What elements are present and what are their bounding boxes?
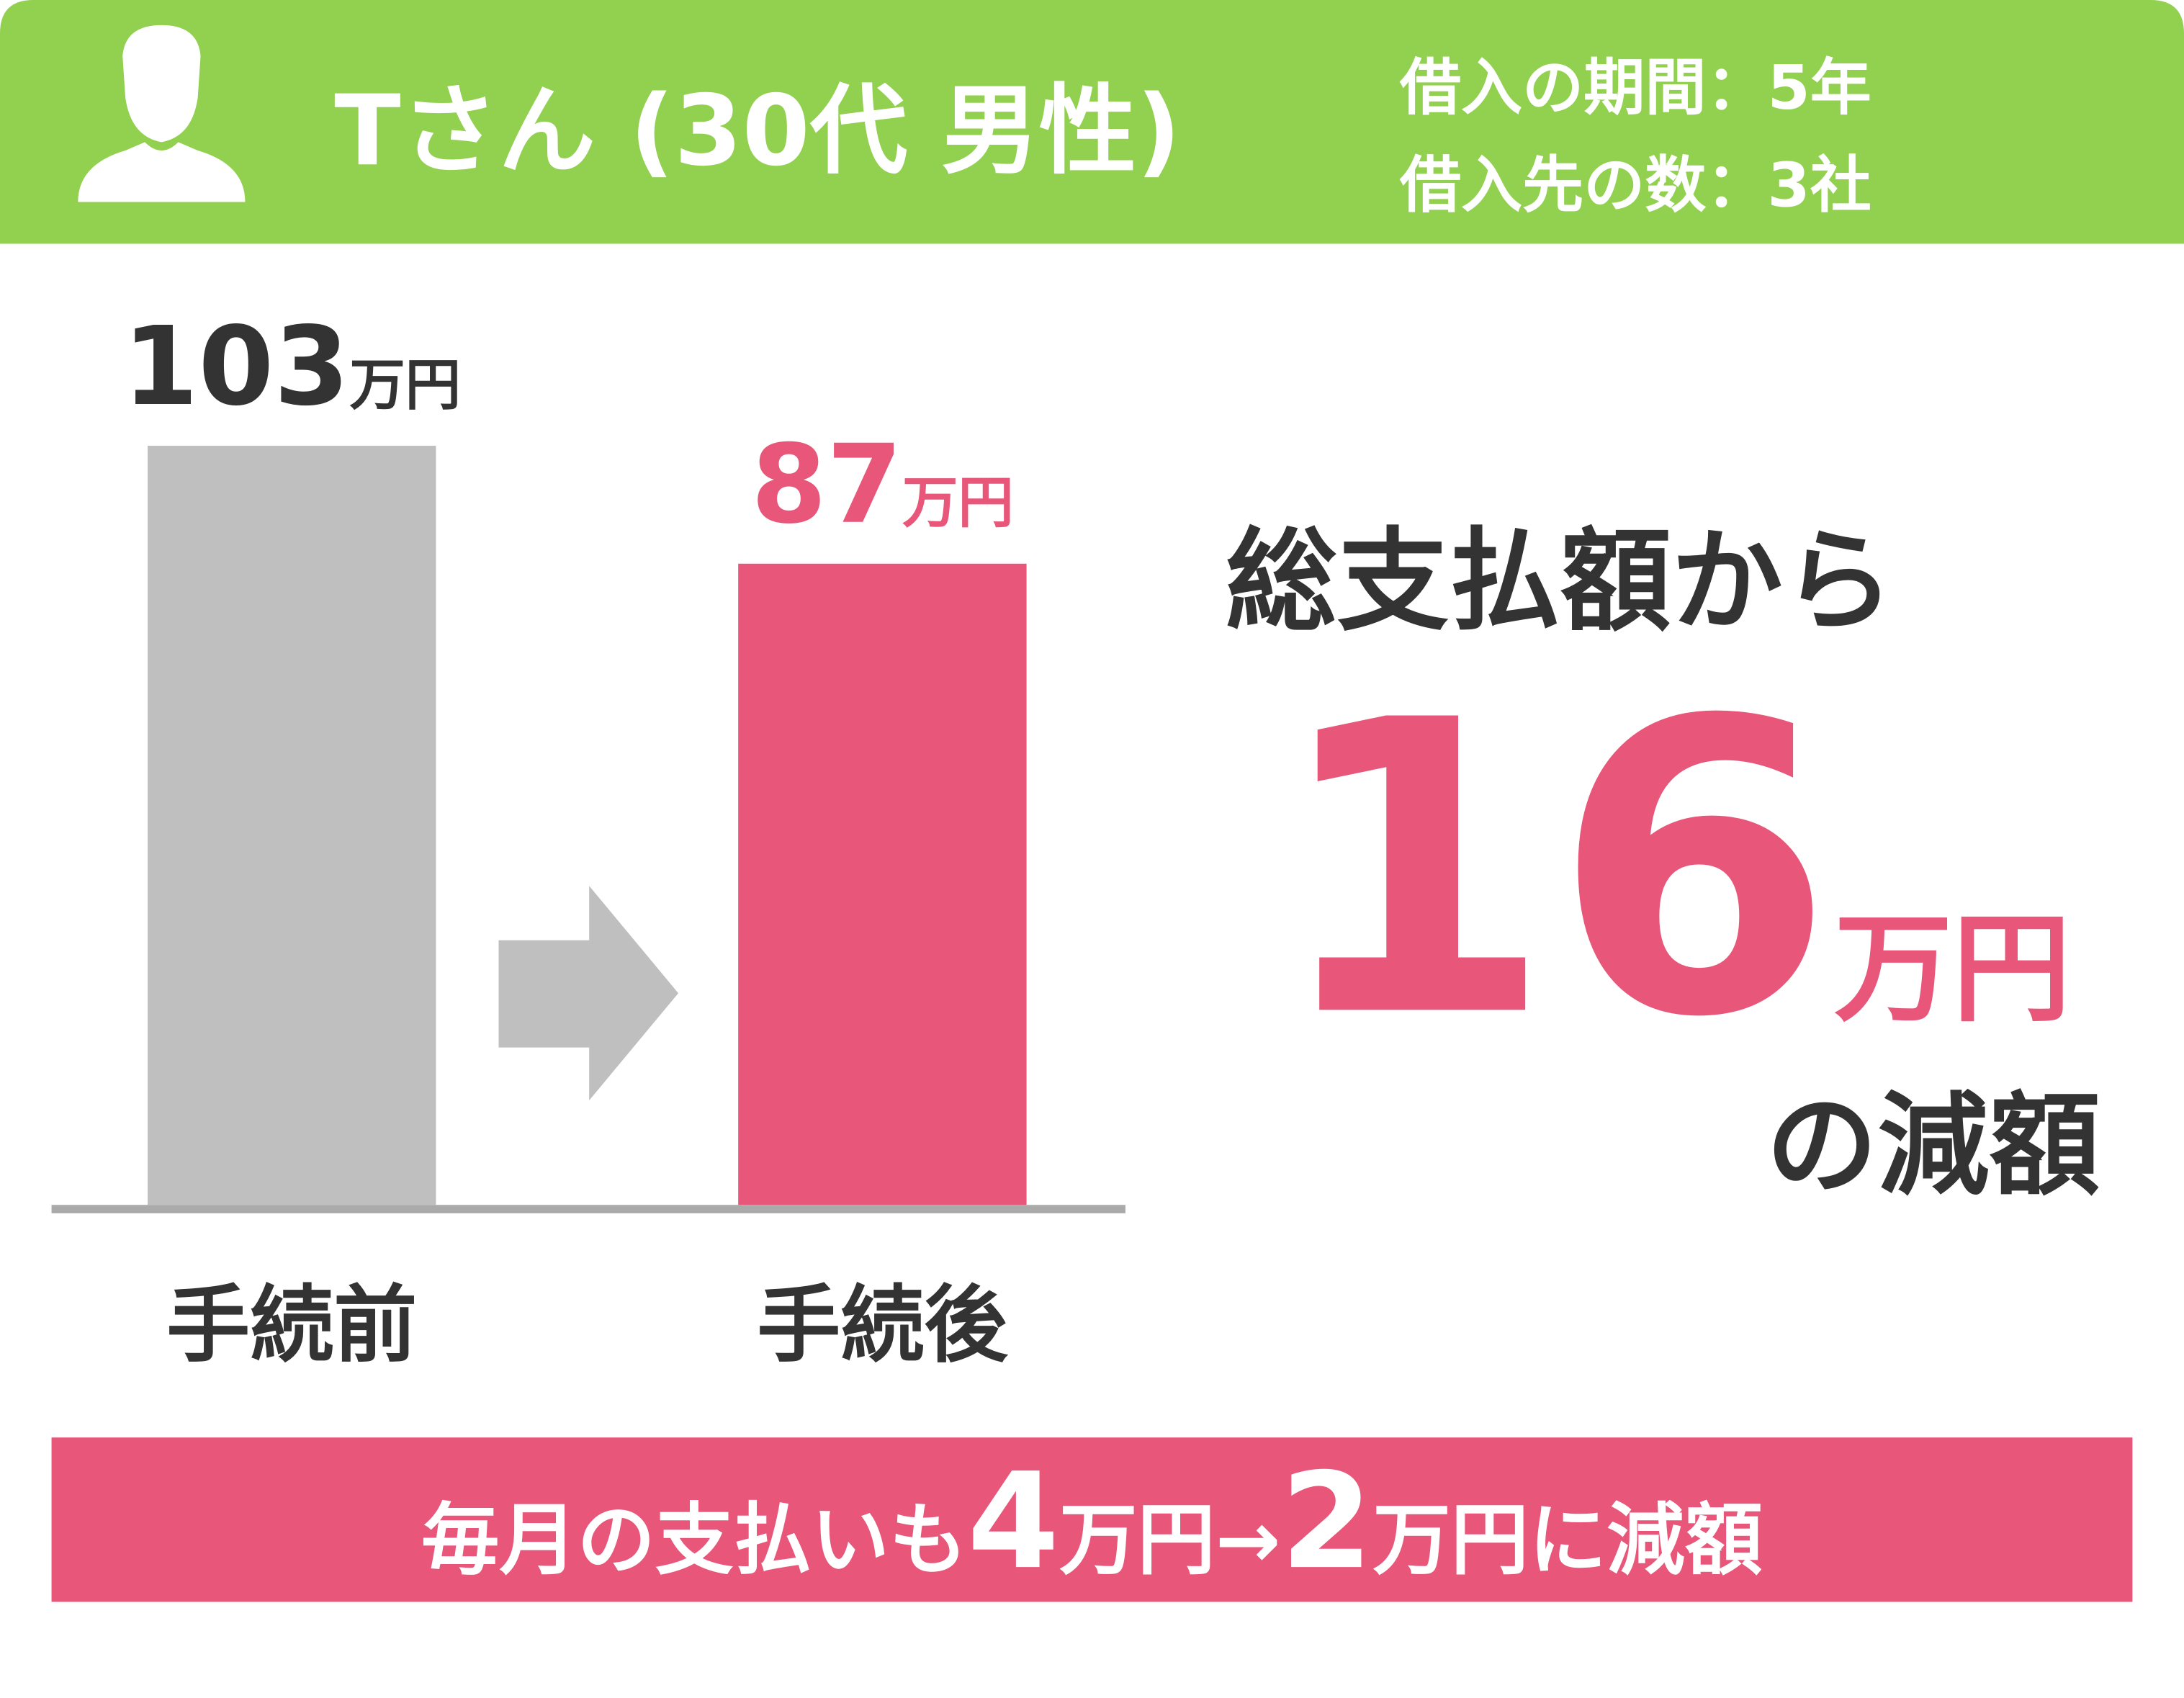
banner xyxy=(51,1437,2133,1602)
text-part: 万円 xyxy=(902,471,1014,536)
header-bar xyxy=(0,0,2184,244)
text-part: 103 xyxy=(122,303,349,430)
person-title: Tさん (30代 男性) xyxy=(334,73,1181,187)
bar xyxy=(148,446,436,1205)
summary-amount: 16万円 xyxy=(1272,635,2070,1105)
category-label: 手続前 xyxy=(166,1277,417,1374)
text-part: 万円 xyxy=(349,353,461,418)
text-part: 87 xyxy=(751,421,902,548)
arrow xyxy=(498,886,679,1101)
value-label: 103万円 xyxy=(122,303,461,430)
text-part: 16 xyxy=(1272,635,1834,1105)
text-part: 万円に減額 xyxy=(1372,1494,1763,1586)
loan-info: 借入の期間：5年 xyxy=(1399,53,1871,124)
bar xyxy=(738,563,1027,1205)
value-label: 87万円 xyxy=(751,421,1014,548)
text-part: 万円→ xyxy=(1059,1494,1280,1586)
summary-tail: の減額 xyxy=(1766,1081,2100,1210)
text-part: 毎月の支払いも xyxy=(421,1494,967,1586)
text-part: 2 xyxy=(1281,1445,1373,1599)
person-icon xyxy=(78,24,246,202)
summary-lead: 総支払額から xyxy=(1226,517,1894,647)
loan-info: 借入先の数：3社 xyxy=(1399,150,1871,221)
text-part: 4 xyxy=(967,1445,1059,1599)
text-part: 万円 xyxy=(1834,899,2071,1038)
category-label: 手続後 xyxy=(757,1277,1008,1374)
banner-text: 毎月の支払いも4万円→2万円に減額 xyxy=(421,1445,1763,1599)
